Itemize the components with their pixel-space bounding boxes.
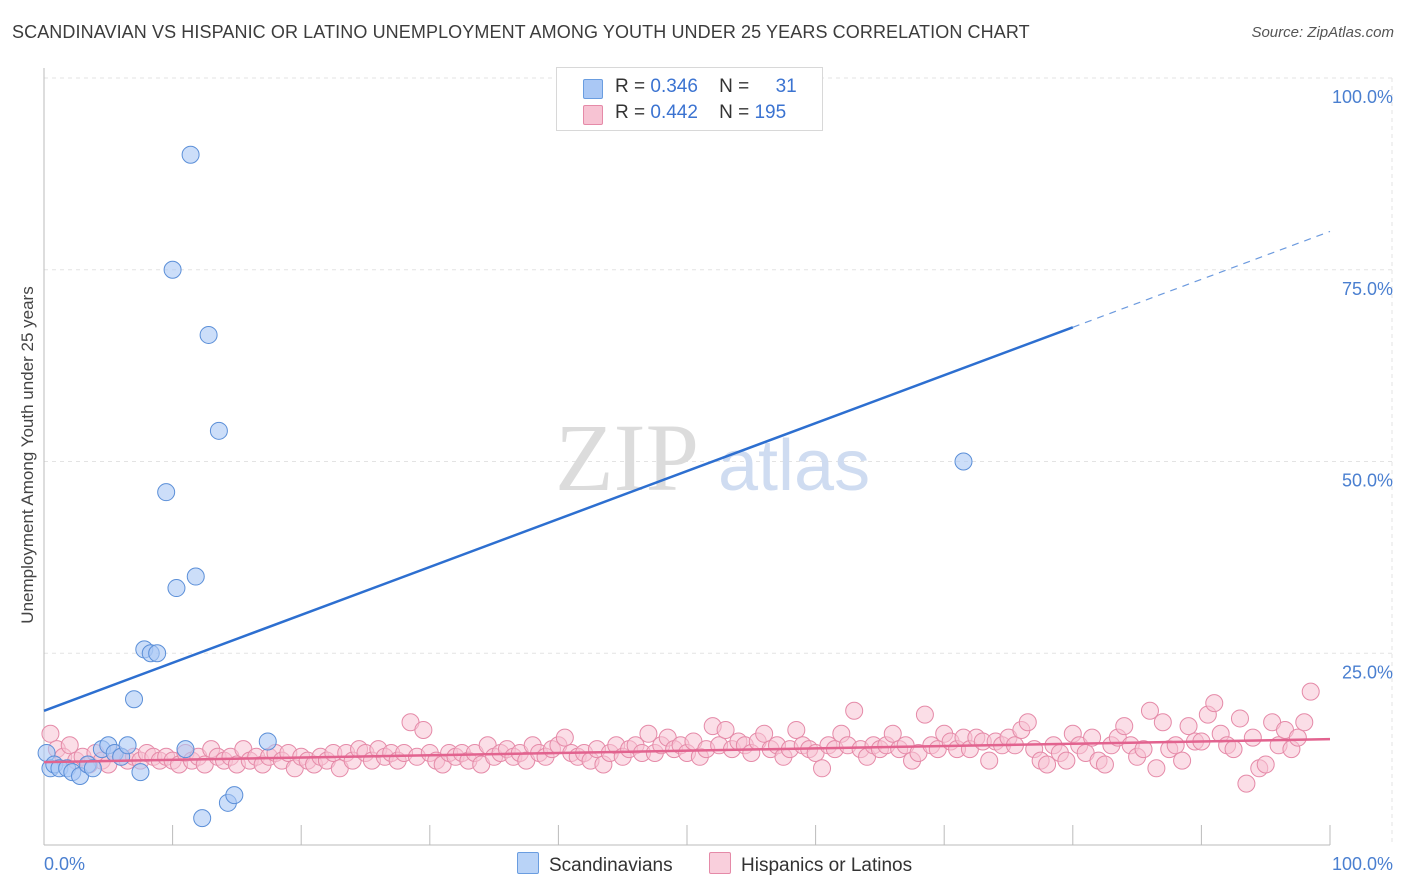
watermark-atlas: atlas <box>718 426 870 506</box>
hispanics-point <box>1237 774 1256 793</box>
hispanics-point <box>1153 713 1172 732</box>
scandinavians-trendline <box>43 326 1074 712</box>
bottom-legend-swatch-hispanics <box>709 852 731 874</box>
scandinavians-point <box>193 809 212 828</box>
hispanics-point <box>1173 751 1192 770</box>
scandinavians-point <box>181 145 200 164</box>
hispanics-point <box>1179 717 1198 736</box>
hispanics-point <box>1205 694 1224 713</box>
hispanics-point <box>414 720 433 739</box>
scandinavians-point <box>118 736 137 755</box>
hispanics-point <box>1166 736 1185 755</box>
hispanics-point <box>845 701 864 720</box>
hispanics-point <box>1018 713 1037 732</box>
hispanics-point <box>1243 728 1262 747</box>
y-tick-label: 50.0% <box>1342 471 1393 491</box>
hispanics-point <box>1256 755 1275 774</box>
series-hispanics-points <box>41 682 1320 793</box>
scandinavians-point <box>199 325 218 344</box>
scandinavians-point <box>125 690 144 709</box>
axes <box>43 68 1331 846</box>
hispanics-point <box>1224 740 1243 759</box>
hispanics-point <box>41 724 60 743</box>
series-scandinavians-points <box>37 145 973 828</box>
bottom-legend-label-hispanics: Hispanics or Latinos <box>741 855 913 876</box>
scandinavians-point <box>163 260 182 279</box>
bottom-legend-hispanics: Hispanics or Latinos <box>709 852 912 877</box>
hispanics-point <box>1083 728 1102 747</box>
legend-r-label: R = <box>615 76 646 97</box>
hispanics-point <box>980 751 999 770</box>
legend-n-label: N = <box>719 76 750 97</box>
hispanics-point <box>1038 755 1057 774</box>
correlation-legend: R = 0.346 N = 31 R = 0.442 N = 195 <box>556 67 823 131</box>
scandinavians-point <box>176 740 195 759</box>
scandinavians-point <box>157 483 176 502</box>
x-tick-label: 100.0% <box>1332 854 1393 874</box>
hispanics-point <box>1230 709 1249 728</box>
watermark-zip: ZIP <box>555 404 699 511</box>
hispanics-point <box>1147 759 1166 778</box>
y-tick-labels: 25.0% 50.0% 75.0% 100.0% <box>1332 87 1393 682</box>
x-tick-label: 0.0% <box>44 854 85 874</box>
hispanics-point <box>755 724 774 743</box>
hispanics-point <box>1095 755 1114 774</box>
scandinavians-point <box>954 452 973 471</box>
hispanics-point <box>1301 682 1320 701</box>
scandinavians-point <box>83 759 102 778</box>
legend-swatch-hispanics <box>583 105 603 125</box>
y-axis-title: Unemployment Among Youth under 25 years <box>18 286 37 623</box>
legend-r-value: 0.442 <box>650 102 698 123</box>
hispanics-point <box>1134 740 1153 759</box>
hispanics-point <box>1295 713 1314 732</box>
y-tick-label: 100.0% <box>1332 87 1393 107</box>
hispanics-point <box>1115 717 1134 736</box>
legend-n-value: 195 <box>754 102 787 123</box>
hispanics-point <box>1057 751 1076 770</box>
scandinavians-point <box>131 763 150 782</box>
hispanics-point <box>813 759 832 778</box>
hispanics-point <box>716 720 735 739</box>
legend-swatch-scandinavians <box>583 79 603 99</box>
chart-title: SCANDINAVIAN VS HISPANIC OR LATINO UNEMP… <box>12 22 1030 42</box>
scandinavians-point <box>258 732 277 751</box>
scandinavians-trendline-extension <box>1072 230 1331 328</box>
trendlines <box>43 230 1331 764</box>
hispanics-point <box>639 724 658 743</box>
hispanics-point <box>1140 701 1159 720</box>
hispanics-point <box>1288 728 1307 747</box>
legend-r-label: R = <box>615 102 646 123</box>
hispanics-point <box>915 705 934 724</box>
gridlines <box>44 77 1393 845</box>
scandinavians-point <box>167 579 186 598</box>
y-tick-label: 25.0% <box>1342 662 1393 682</box>
hispanics-point <box>883 724 902 743</box>
bottom-legend-label-scandinavians: Scandinavians <box>549 855 673 876</box>
scandinavians-point <box>186 567 205 586</box>
hispanics-point <box>787 720 806 739</box>
hispanics-point <box>555 728 574 747</box>
legend-r-value: 0.346 <box>650 76 698 97</box>
scandinavians-point <box>225 786 244 805</box>
legend-n-value: 31 <box>775 76 797 97</box>
bottom-legend-swatch-scandinavians <box>517 852 539 874</box>
scandinavians-point <box>209 421 228 440</box>
scandinavians-point <box>148 644 167 663</box>
bottom-legend-scandinavians: Scandinavians <box>517 852 673 877</box>
y-tick-label: 75.0% <box>1342 279 1393 299</box>
source-label: Source: ZipAtlas.com <box>1251 24 1394 41</box>
x-tick-labels: 0.0% 100.0% <box>44 854 1393 874</box>
legend-n-label: N = <box>719 102 750 123</box>
hispanics-trendline <box>43 737 1331 764</box>
hispanics-point <box>60 736 79 755</box>
